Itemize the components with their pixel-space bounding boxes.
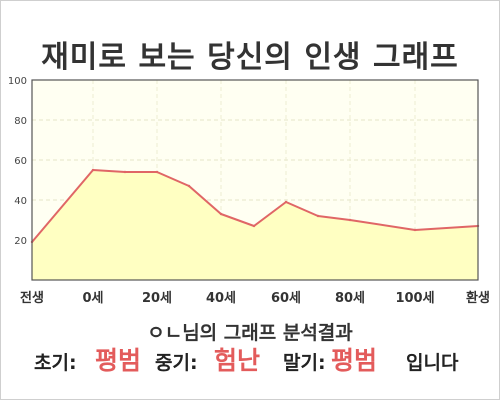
series-line: [31, 169, 479, 243]
x-tick-label: 전생: [20, 290, 44, 306]
middle-value: 험난: [214, 346, 261, 375]
x-tick-label: 0세: [82, 291, 103, 306]
data-point: [316, 214, 320, 218]
analysis-summary: ㅇㄴ님의 그래프 분석결과: [0, 318, 500, 345]
data-point: [123, 170, 127, 174]
analysis-result: 초기: 평범 중기: 험난 말기: 평범 입니다: [0, 344, 500, 384]
late-value: 평범: [331, 346, 378, 375]
x-tick-label: 환생: [466, 290, 490, 306]
series-area: [32, 170, 478, 280]
user-name: ㅇㄴ: [147, 322, 183, 344]
early-value: 평범: [95, 346, 142, 375]
result-ending: 입니다: [406, 352, 459, 374]
middle-label: 중기:: [155, 352, 198, 374]
y-tick-label: 20: [14, 236, 27, 247]
data-point: [413, 228, 417, 232]
x-tick-label: 60세: [271, 291, 301, 306]
x-tick-label: 80세: [335, 291, 365, 306]
plot-border: [31, 79, 479, 281]
x-tick-label: 20세: [142, 291, 172, 306]
y-tick-label: 100: [8, 76, 27, 87]
late-label: 말기:: [283, 352, 326, 374]
data-point: [219, 212, 223, 216]
data-point: [348, 218, 352, 222]
y-tick-label: 80: [14, 116, 27, 127]
x-tick-label: 40세: [206, 291, 236, 306]
y-tick-label: 60: [14, 156, 27, 167]
x-tick-label: 100세: [395, 291, 434, 306]
data-point: [155, 170, 159, 174]
data-point: [252, 224, 256, 228]
data-point: [187, 184, 191, 188]
early-label: 초기:: [34, 352, 77, 374]
y-tick-label: 40: [14, 196, 27, 207]
analysis-suffix: 님의 그래프 분석결과: [182, 322, 353, 344]
data-point: [91, 168, 95, 172]
page-title: 재미로 보는 당신의 인생 그래프: [41, 40, 459, 75]
data-point: [284, 200, 288, 204]
